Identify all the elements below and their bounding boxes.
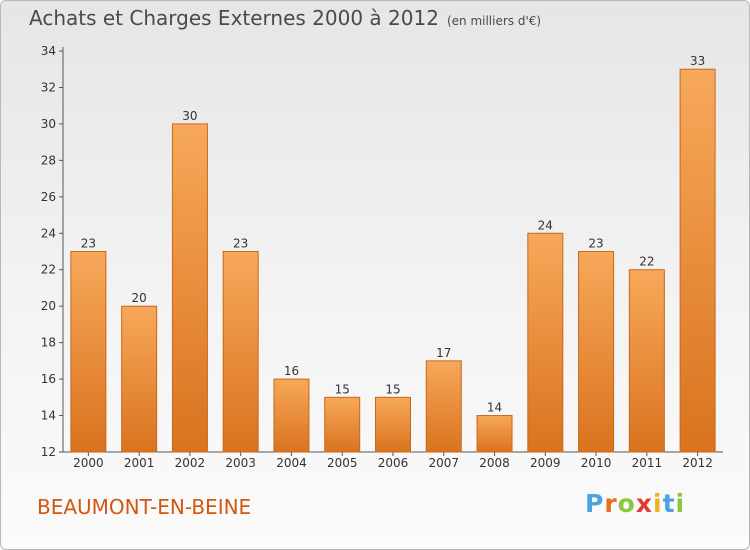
title-text: Achats et Charges Externes 2000 à 2012 bbox=[29, 6, 439, 30]
y-tick-label: 26 bbox=[41, 190, 56, 204]
bar bbox=[476, 415, 513, 453]
y-tick-label: 32 bbox=[41, 80, 56, 94]
y-tick-label: 14 bbox=[41, 409, 56, 423]
chart-title: Achats et Charges Externes 2000 à 2012 (e… bbox=[29, 6, 541, 30]
y-tick-label: 12 bbox=[41, 445, 56, 459]
bar bbox=[121, 305, 158, 453]
y-tick-label: 22 bbox=[41, 263, 56, 277]
bar-value-label: 22 bbox=[639, 255, 654, 269]
y-tick-label: 18 bbox=[41, 336, 56, 350]
y-tick-label: 28 bbox=[41, 153, 56, 167]
logo-letter: i bbox=[675, 489, 686, 518]
bar-value-label: 23 bbox=[233, 237, 248, 251]
bar-value-label: 23 bbox=[81, 237, 96, 251]
bar bbox=[375, 396, 411, 453]
y-tick-label: 16 bbox=[41, 372, 56, 386]
bar-value-label: 17 bbox=[436, 346, 451, 360]
y-tick-label: 24 bbox=[41, 226, 56, 240]
proxiti-logo: Proxiti bbox=[585, 489, 685, 518]
bar-value-label: 24 bbox=[538, 218, 553, 232]
y-tick-label: 20 bbox=[41, 299, 56, 313]
x-tick-label: 2000 bbox=[73, 456, 104, 470]
x-tick-label: 2005 bbox=[327, 456, 358, 470]
y-tick-label: 34 bbox=[41, 44, 56, 58]
bar bbox=[222, 251, 259, 453]
x-tick-label: 2006 bbox=[378, 456, 409, 470]
bar bbox=[628, 269, 665, 453]
bar bbox=[578, 251, 615, 453]
bar-value-label: 15 bbox=[335, 382, 350, 396]
bar bbox=[273, 378, 310, 453]
x-tick-label: 2004 bbox=[276, 456, 307, 470]
x-tick-label: 2011 bbox=[632, 456, 663, 470]
bar-value-label: 15 bbox=[385, 382, 400, 396]
bar-value-label: 33 bbox=[690, 54, 705, 68]
x-tick-label: 2009 bbox=[530, 456, 561, 470]
logo-letter: x bbox=[635, 489, 653, 518]
bar bbox=[171, 123, 208, 453]
logo-letter: P bbox=[585, 489, 605, 518]
x-tick-label: 2002 bbox=[175, 456, 206, 470]
logo-letter: i bbox=[653, 489, 663, 518]
bar bbox=[70, 251, 107, 453]
x-tick-label: 2010 bbox=[581, 456, 612, 470]
x-tick-label: 2012 bbox=[682, 456, 713, 470]
x-tick-label: 2003 bbox=[225, 456, 256, 470]
bar-value-label: 20 bbox=[132, 291, 147, 305]
bar bbox=[324, 396, 361, 453]
bar-value-label: 23 bbox=[588, 237, 603, 251]
bar bbox=[425, 360, 462, 453]
bar bbox=[527, 232, 564, 453]
bar-value-label: 30 bbox=[182, 109, 197, 123]
logo-letter: r bbox=[604, 489, 618, 518]
commune-name: BEAUMONT-EN-BEINE bbox=[37, 495, 252, 519]
bar-value-label: 16 bbox=[284, 364, 299, 378]
bar bbox=[679, 68, 716, 453]
y-tick-label: 30 bbox=[41, 117, 56, 131]
x-tick-label: 2008 bbox=[479, 456, 510, 470]
x-tick-label: 2001 bbox=[124, 456, 155, 470]
logo-letter: o bbox=[617, 489, 636, 518]
bar-value-label: 14 bbox=[487, 401, 502, 415]
logo-letter: t bbox=[662, 489, 676, 518]
x-tick-label: 2007 bbox=[428, 456, 459, 470]
chart-subtitle: (en milliers d'€) bbox=[446, 14, 542, 28]
